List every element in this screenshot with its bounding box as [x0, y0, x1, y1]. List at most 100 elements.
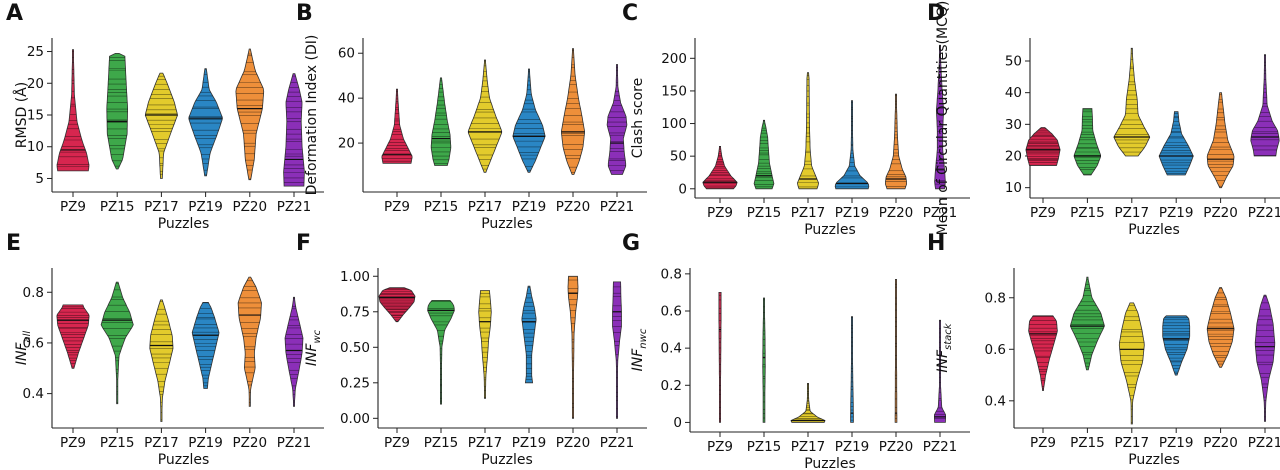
violin-pz19 [512, 68, 546, 173]
violin-pz9 [718, 292, 722, 423]
violin-pz20 [567, 275, 579, 419]
panel-d: D 10 20 30 40 50 Mean of Circular Quantities(M… [927, 1, 1280, 238]
violin-pz21 [612, 281, 622, 419]
x-tick-label: PZ20 [1203, 435, 1238, 451]
y-tick-label: 10 [1005, 180, 1022, 196]
x-tick-label: PZ17 [468, 199, 503, 215]
x-tick-label: PZ21 [923, 439, 958, 455]
x-axis-label: Puzzles [804, 456, 856, 470]
x-tick-label: PZ17 [1115, 205, 1150, 221]
panel-letter: C [622, 1, 638, 26]
violin-pz19 [1162, 315, 1191, 376]
violin-pz19 [834, 100, 870, 190]
x-axis-label: Puzzles [158, 216, 210, 232]
y-tick-label: 0.25 [340, 375, 370, 391]
violin-pz17 [467, 59, 503, 173]
violin-pz21 [1250, 54, 1280, 157]
y-tick-label: 40 [1005, 85, 1022, 101]
x-tick-label: PZ9 [707, 439, 733, 455]
violin-pz21 [606, 64, 628, 175]
y-tick-label: 0.4 [661, 341, 682, 357]
x-tick-label: PZ17 [791, 205, 826, 221]
violin-pz19 [1158, 111, 1194, 176]
violin-pz20 [237, 276, 262, 407]
x-tick-label: PZ17 [1115, 435, 1150, 451]
x-tick-label: PZ9 [1030, 435, 1056, 451]
x-tick-label: PZ17 [144, 435, 179, 451]
x-tick-label: PZ21 [600, 199, 635, 215]
violin-pz9 [1028, 315, 1058, 391]
x-tick-label: PZ15 [1070, 435, 1105, 451]
y-tick-label: 0.4 [23, 386, 44, 402]
y-tick-label: 1.00 [340, 269, 370, 285]
panel-letter: B [296, 1, 313, 26]
violin-pz20 [1206, 287, 1235, 368]
y-tick-label: 0.6 [985, 342, 1006, 358]
y-tick-label: 0.00 [340, 411, 370, 427]
x-tick-label: PZ9 [60, 435, 86, 451]
x-tick-label: PZ17 [144, 199, 179, 215]
violin-pz20 [884, 93, 908, 190]
x-axis-label: Puzzles [481, 452, 533, 468]
x-tick-label: PZ15 [424, 199, 459, 215]
y-tick-label: 20 [1005, 149, 1022, 165]
x-tick-label: PZ21 [923, 205, 958, 221]
x-tick-label: PZ21 [600, 435, 635, 451]
x-tick-label: PZ9 [707, 205, 733, 221]
y-tick-label: 0.6 [661, 304, 682, 320]
violin-pz17 [796, 72, 820, 190]
violin-pz9 [381, 88, 413, 164]
violin-pz17 [478, 290, 492, 399]
y-tick-label: 60 [338, 46, 355, 62]
violin-pz19 [188, 68, 223, 177]
violin-pz15 [753, 119, 775, 190]
violin-pz17 [149, 299, 174, 422]
violin-pz17 [1113, 47, 1151, 157]
y-axis-label: Clash score [630, 78, 646, 158]
x-tick-label: PZ19 [1159, 435, 1194, 451]
violin-pz21 [934, 319, 946, 423]
violin-pz19 [191, 302, 220, 389]
panel-letter: F [296, 231, 311, 256]
y-axis-label: INFall [14, 331, 33, 366]
y-tick-label: 0.8 [985, 290, 1006, 306]
x-tick-label: PZ19 [835, 205, 870, 221]
x-axis-label: Puzzles [481, 216, 533, 232]
violin-pz17 [1118, 302, 1145, 425]
y-tick-label: 150 [661, 83, 687, 99]
violin-pz17 [144, 72, 178, 179]
violin-pz21 [1254, 294, 1276, 422]
x-tick-label: PZ15 [424, 435, 459, 451]
panel-letter: E [6, 231, 21, 256]
y-tick-label: 30 [1005, 117, 1022, 133]
y-tick-label: 15 [27, 108, 44, 124]
panel-letter: G [622, 231, 640, 256]
y-axis-label: INFstack [935, 322, 954, 372]
y-axis-label: Mean of Circular Quantities(MCQ) [935, 1, 951, 236]
x-tick-label: PZ19 [188, 199, 223, 215]
y-axis-label: INFwc [304, 329, 323, 366]
x-axis-label: Puzzles [804, 222, 856, 238]
x-tick-label: PZ20 [556, 435, 591, 451]
y-tick-label: 5 [35, 171, 44, 187]
x-tick-label: PZ21 [277, 435, 312, 451]
violin-pz20 [894, 279, 898, 423]
x-axis-label: Puzzles [158, 452, 210, 468]
x-tick-label: PZ21 [1248, 205, 1280, 221]
violin-pz9 [56, 304, 90, 369]
x-axis-label: Puzzles [1128, 452, 1180, 468]
panel-c: C 0 50 100 150 200 Clash score Puzzles PZ9 PZ15 PZ… [622, 1, 970, 238]
panel-e: E 0.4 0.6 0.8 INFall Puzzles PZ9 PZ15 PZ17 PZ19 PZ… [6, 231, 324, 468]
y-tick-label: 0.8 [23, 285, 44, 301]
panel-h: H 0.4 0.6 0.8 INFstack Puzzles PZ9 PZ15 PZ17 PZ19… [927, 231, 1280, 468]
x-axis-label: Puzzles [1128, 222, 1180, 238]
violin-pz21 [283, 73, 305, 187]
x-tick-label: PZ20 [233, 199, 268, 215]
violin-pz19 [521, 285, 537, 384]
x-tick-label: PZ17 [468, 435, 503, 451]
y-tick-label: 20 [338, 136, 355, 152]
x-tick-label: PZ20 [1203, 205, 1238, 221]
y-axis-label: INFnwc [630, 328, 649, 371]
x-tick-label: PZ19 [188, 435, 223, 451]
x-tick-label: PZ19 [1159, 205, 1194, 221]
